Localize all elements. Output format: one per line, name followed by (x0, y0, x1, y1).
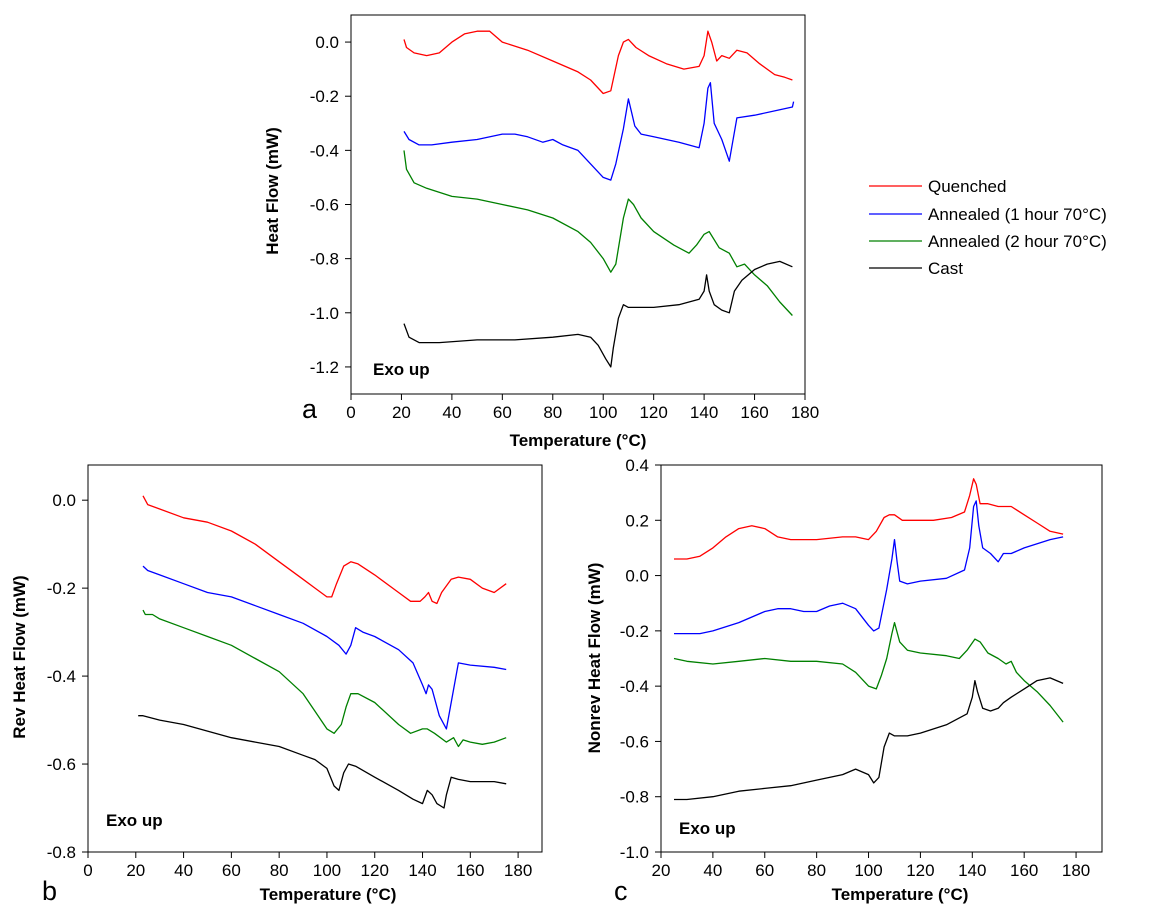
x-tick-label-b-20: 20 (126, 861, 145, 880)
panel-b: 0 20 40 60 80 100 120 140 160 180 0.0 -0.2 -0.4 -0.6 -… (10, 464, 543, 906)
series-line-a-annealed-1-hour-70-c (403, 82, 795, 181)
y-tick-label-a-0: 0.0 (315, 33, 339, 52)
x-tick-label-c-100: 100 (854, 861, 882, 880)
x-tick-label-a-20: 20 (392, 403, 411, 422)
x-tick-label-c-180: 180 (1062, 861, 1090, 880)
legend-label-quenched: Quenched (928, 177, 1006, 196)
x-axis-title-b: Temperature (°C) (260, 885, 397, 904)
x-tick-label-b-160: 160 (456, 861, 484, 880)
y-tick-label-c-5: -0.6 (620, 732, 649, 751)
y-tick-label-c-7: -1.0 (620, 843, 649, 862)
x-tick-label-b-140: 140 (408, 861, 436, 880)
exo-up-annotation-b: Exo up (106, 811, 163, 830)
series-line-c-quenched (674, 478, 1064, 560)
y-tick-label-a-5: -1.0 (310, 304, 339, 323)
y-tick-label-a-2: -0.4 (310, 141, 339, 160)
series-layer-a (403, 30, 795, 368)
series-line-a-quenched (403, 30, 793, 95)
x-tick-label-c-60: 60 (755, 861, 774, 880)
y-tick-label-c-3: -0.2 (620, 622, 649, 641)
x-tick-label-c-80: 80 (807, 861, 826, 880)
y-tick-label-b-3: -0.6 (47, 755, 76, 774)
series-layer-b (138, 495, 507, 809)
legend-entry-quenched: Quenched (869, 177, 1006, 196)
plot-frame-c (660, 464, 1103, 853)
x-tick-label-a-120: 120 (639, 403, 667, 422)
y-tick-label-c-4: -0.4 (620, 677, 649, 696)
y-tick-label-b-0: 0.0 (52, 491, 76, 510)
x-tick-label-b-100: 100 (313, 861, 341, 880)
legend: Quenched Annealed (1 hour 70°C) Annealed… (869, 177, 1107, 278)
series-line-c-annealed-1-hour-70-c (674, 500, 1064, 635)
x-axis-title-c: Temperature (°C) (832, 885, 969, 904)
legend-entry-annealed-2h: Annealed (2 hour 70°C) (869, 232, 1107, 251)
series-line-a-cast (403, 260, 793, 368)
legend-label-cast: Cast (928, 259, 963, 278)
series-line-c-cast (674, 677, 1064, 801)
x-tick-label-a-140: 140 (690, 403, 718, 422)
legend-entry-annealed-1h: Annealed (1 hour 70°C) (869, 205, 1107, 224)
y-tick-label-a-3: -0.6 (310, 196, 339, 215)
y-tick-label-c-1: 0.2 (625, 511, 649, 530)
x-tick-label-c-40: 40 (703, 861, 722, 880)
x-tick-label-b-180: 180 (504, 861, 532, 880)
series-line-a-annealed-2-hour-70-c (403, 150, 793, 316)
y-tick-label-b-1: -0.2 (47, 579, 76, 598)
exo-up-annotation-c: Exo up (679, 819, 736, 838)
x-tick-label-b-0: 0 (83, 861, 92, 880)
x-tick-label-c-20: 20 (652, 861, 671, 880)
y-tick-label-a-6: -1.2 (310, 358, 339, 377)
x-tick-label-a-0: 0 (346, 403, 355, 422)
y-tick-label-a-1: -0.2 (310, 87, 339, 106)
x-tick-label-c-160: 160 (1010, 861, 1038, 880)
exo-up-annotation-a: Exo up (373, 360, 430, 379)
tick-layer-b: 0 20 40 60 80 100 120 140 160 180 0.0 -0.2 -0.4 -0.6 -… (47, 491, 533, 880)
series-line-b-annealed-1-hour-70-c (142, 565, 507, 730)
x-tick-label-a-180: 180 (791, 403, 819, 422)
x-tick-label-b-120: 120 (361, 861, 389, 880)
y-tick-label-c-0: 0.4 (625, 456, 649, 475)
y-axis-title-a: Heat Flow (mW) (263, 127, 282, 255)
y-tick-label-c-6: -0.8 (620, 788, 649, 807)
x-tick-label-c-120: 120 (906, 861, 934, 880)
plot-frame-b (87, 464, 543, 853)
tick-layer-a: 0 20 40 60 80 100 120 140 160 180 0.0 -0.2 -0.4 -0.6 -… (310, 33, 819, 422)
x-tick-label-a-80: 80 (543, 403, 562, 422)
x-tick-label-c-140: 140 (958, 861, 986, 880)
panel-c: 20 40 60 80 100 120 140 160 180 0.4 0.2 0.0 -0.2 -0.4… (585, 456, 1103, 906)
y-axis-title-c: Nonrev Heat Flow (mW) (585, 563, 604, 754)
x-axis-title-a: Temperature (°C) (510, 431, 647, 450)
y-tick-label-b-2: -0.4 (47, 667, 76, 686)
series-line-c-annealed-2-hour-70-c (673, 621, 1064, 723)
x-tick-label-b-80: 80 (270, 861, 289, 880)
legend-label-annealed-2h: Annealed (2 hour 70°C) (928, 232, 1107, 251)
x-tick-label-b-60: 60 (222, 861, 241, 880)
tick-layer-c: 20 40 60 80 100 120 140 160 180 0.4 0.2 0.0 -0.2 -0.4… (620, 456, 1091, 880)
y-tick-label-a-4: -0.8 (310, 250, 339, 269)
y-tick-label-b-4: -0.8 (47, 843, 76, 862)
series-line-b-quenched (142, 495, 507, 605)
x-tick-label-a-60: 60 (493, 403, 512, 422)
panel-label-b: b (42, 876, 57, 906)
series-layer-c (673, 478, 1064, 801)
panel-label-a: a (302, 394, 318, 424)
x-tick-label-a-160: 160 (740, 403, 768, 422)
y-tick-label-c-2: 0.0 (625, 567, 649, 586)
x-tick-label-b-40: 40 (174, 861, 193, 880)
series-line-b-annealed-2-hour-70-c (142, 609, 507, 748)
panel-label-c: c (614, 876, 628, 906)
legend-label-annealed-1h: Annealed (1 hour 70°C) (928, 205, 1107, 224)
y-axis-title-b: Rev Heat Flow (mW) (10, 575, 29, 738)
x-tick-label-a-40: 40 (442, 403, 461, 422)
x-tick-label-a-100: 100 (589, 403, 617, 422)
panel-a: 0 20 40 60 80 100 120 140 160 180 0.0 -0.2 -0.4 -0.6 -… (263, 14, 819, 450)
series-line-b-cast (138, 715, 507, 809)
legend-entry-cast: Cast (869, 259, 963, 278)
